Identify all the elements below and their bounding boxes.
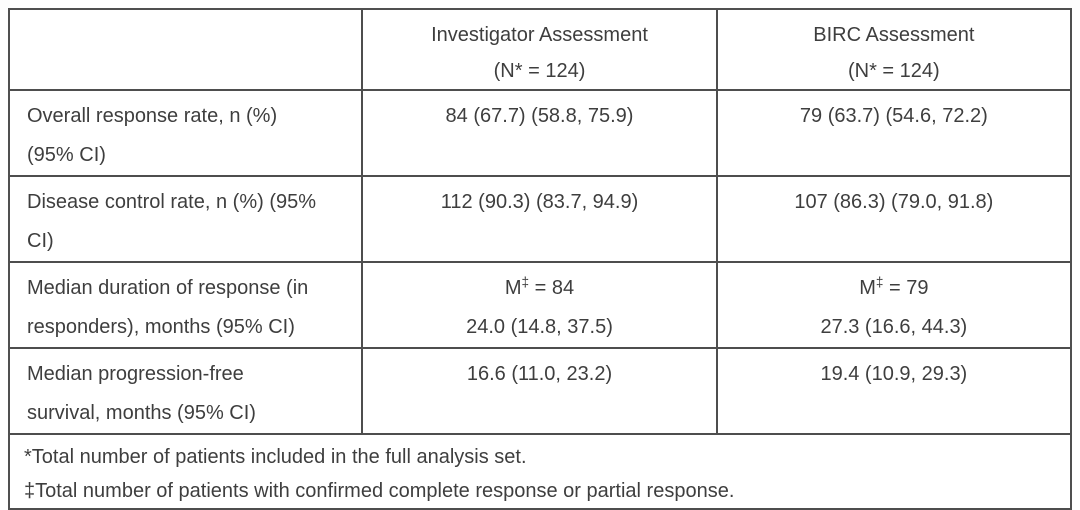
value-line: 24.0 (14.8, 37.5) (466, 316, 613, 338)
header-line: (N* = 124) (847, 60, 940, 82)
footnotes-cell: *Total number of patients included in th… (8, 433, 1072, 510)
cell-investigator-disease-control: 112 (90.3) (83.7, 94.9) (361, 175, 718, 263)
row-label-median-progression-free-survival: Median progression-free survival, months… (7, 347, 364, 435)
m-base: M (859, 277, 876, 299)
footnotes-row: *Total number of patients included in th… (8, 433, 1072, 510)
table-body: Overall response rate, n (%) (95% CI) 84… (7, 89, 1073, 435)
value-line-m-count: M‡ = 84 (375, 269, 703, 308)
table-footnotes: *Total number of patients included in th… (8, 433, 1072, 510)
m-value: = 84 (529, 277, 575, 299)
header-birc-assessment: BIRC Assessment (N* = 124) (715, 8, 1073, 91)
table-header: Investigator Assessment (N* = 124) BIRC … (7, 8, 1073, 91)
value-line: 27.3 (16.6, 44.3) (820, 316, 968, 338)
header-row: Investigator Assessment (N* = 124) BIRC … (7, 8, 1073, 91)
label-line: Disease control rate, n (%) (95% (27, 191, 317, 213)
results-table-container: Investigator Assessment (N* = 124) BIRC … (7, 8, 1073, 510)
value-line-m-count: M‡ = 79 (730, 269, 1058, 308)
cell-investigator-overall-response: 84 (67.7) (58.8, 75.9) (361, 89, 718, 177)
label-line: responders), months (95% CI) (27, 316, 295, 338)
value-line: 79 (63.7) (54.6, 72.2) (799, 105, 988, 127)
m-base: M (504, 277, 522, 299)
row-median-progression-free-survival: Median progression-free survival, months… (7, 347, 1073, 435)
label-line: (95% CI) (27, 144, 106, 166)
footnote-confirmed-response: ‡Total number of patients with confirmed… (24, 480, 735, 502)
m-value: = 79 (883, 277, 929, 299)
row-label-disease-control-rate: Disease control rate, n (%) (95% CI) (7, 175, 364, 263)
header-empty-cell (7, 8, 364, 91)
header-line: Investigator Assessment (431, 24, 648, 46)
row-label-overall-response-rate: Overall response rate, n (%) (95% CI) (7, 89, 364, 177)
cell-investigator-pfs: 16.6 (11.0, 23.2) (361, 347, 718, 435)
label-line: CI) (27, 230, 54, 252)
header-investigator-assessment: Investigator Assessment (N* = 124) (361, 8, 718, 91)
header-line: BIRC Assessment (813, 24, 975, 46)
double-dagger-superscript: ‡ (521, 274, 530, 290)
cell-birc-disease-control: 107 (86.3) (79.0, 91.8) (715, 175, 1073, 263)
footnote-full-analysis-set: *Total number of patients included in th… (24, 446, 527, 468)
value-line: 107 (86.3) (79.0, 91.8) (794, 191, 994, 213)
label-line: survival, months (95% CI) (27, 402, 256, 424)
row-median-duration-of-response: Median duration of response (in responde… (7, 261, 1073, 349)
value-line: 19.4 (10.9, 29.3) (820, 363, 968, 385)
cell-birc-overall-response: 79 (63.7) (54.6, 72.2) (715, 89, 1073, 177)
cell-birc-pfs: 19.4 (10.9, 29.3) (715, 347, 1073, 435)
double-dagger-superscript: ‡ (875, 274, 884, 290)
value-line: 112 (90.3) (83.7, 94.9) (440, 191, 639, 213)
cell-birc-duration-of-response: M‡ = 79 27.3 (16.6, 44.3) (715, 261, 1073, 349)
value-line: 16.6 (11.0, 23.2) (466, 363, 613, 385)
row-disease-control-rate: Disease control rate, n (%) (95% CI) 112… (7, 175, 1073, 263)
label-line: Overall response rate, n (%) (27, 105, 278, 127)
row-label-median-duration-of-response: Median duration of response (in responde… (7, 261, 364, 349)
clinical-results-table: Investigator Assessment (N* = 124) BIRC … (7, 8, 1073, 510)
value-line: 84 (67.7) (58.8, 75.9) (445, 105, 634, 127)
label-line: Median progression-free (27, 363, 244, 385)
row-overall-response-rate: Overall response rate, n (%) (95% CI) 84… (7, 89, 1073, 177)
header-line: (N* = 124) (493, 60, 586, 82)
cell-investigator-duration-of-response: M‡ = 84 24.0 (14.8, 37.5) (361, 261, 718, 349)
label-line: Median duration of response (in (27, 277, 309, 299)
